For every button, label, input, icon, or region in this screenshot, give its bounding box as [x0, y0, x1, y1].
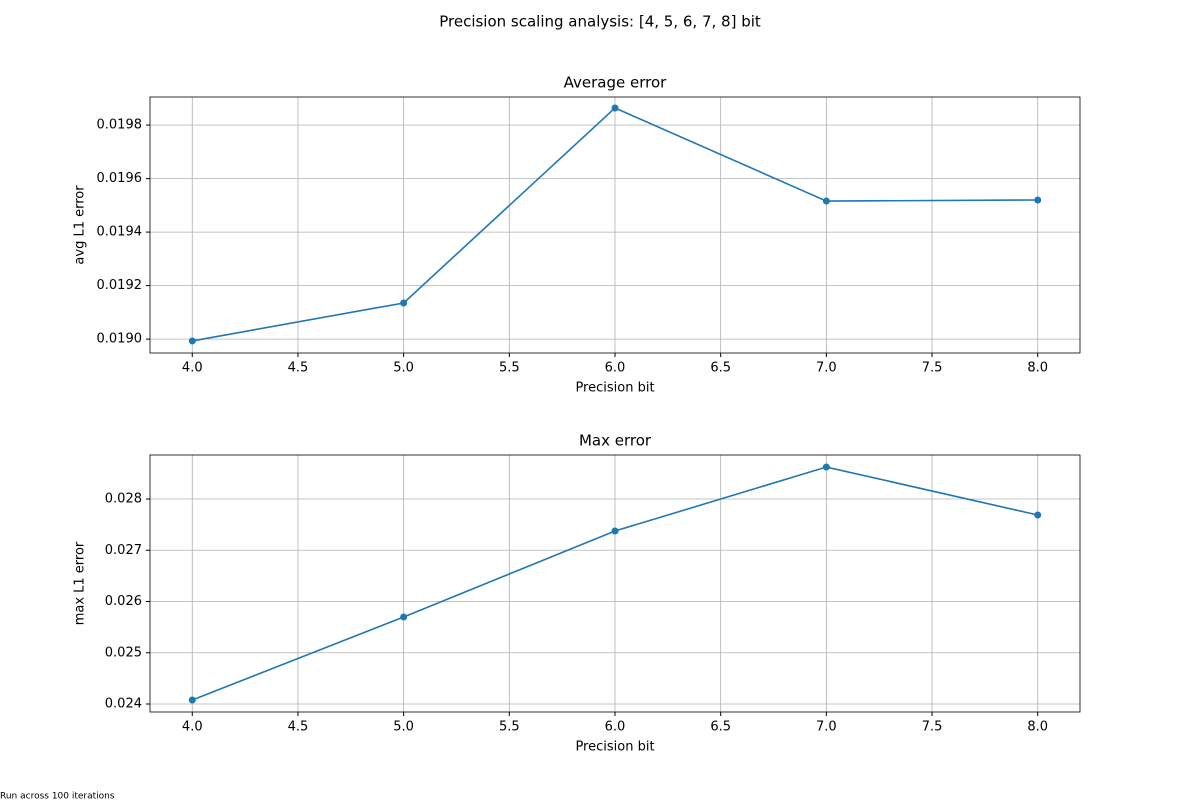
footnote: Run across 100 iterations [0, 792, 115, 800]
data-point [611, 104, 619, 112]
y-tick-label: 0.0198 [97, 118, 143, 133]
data-point [822, 197, 830, 205]
x-tick-label: 5.5 [499, 720, 520, 735]
plot-frame [149, 96, 1081, 354]
x-tick-label: 8.0 [1027, 361, 1048, 376]
x-tick-label: 6.0 [605, 361, 626, 376]
x-axis-label: Precision bit [575, 381, 654, 396]
x-tick-label: 4.5 [288, 361, 309, 376]
x-tick-label: 5.0 [393, 720, 414, 735]
chart-title: Average error [564, 74, 668, 92]
y-tick-label: 0.027 [105, 543, 142, 558]
x-tick-label: 6.0 [605, 720, 626, 735]
figure-title: Precision scaling analysis: [4, 5, 6, 7,… [439, 13, 761, 31]
x-tick-label: 5.0 [393, 361, 414, 376]
x-axis-label: Precision bit [575, 740, 654, 755]
x-tick-label: 7.0 [816, 361, 837, 376]
x-tick-label: 8.0 [1027, 720, 1048, 735]
data-point [400, 613, 408, 621]
x-tick-label: 7.5 [922, 361, 943, 376]
data-point [1034, 511, 1042, 519]
data-point [188, 696, 196, 704]
data-point [822, 463, 830, 471]
y-tick-label: 0.0196 [97, 171, 143, 186]
data-point [400, 299, 408, 307]
x-tick-label: 7.0 [816, 720, 837, 735]
y-tick-label: 0.0192 [97, 278, 143, 293]
y-axis-label: avg L1 error [73, 185, 88, 265]
y-tick-label: 0.0190 [97, 332, 143, 347]
y-tick-label: 0.0194 [97, 225, 143, 240]
y-tick-label: 0.025 [105, 645, 142, 660]
plot-frame [149, 454, 1081, 713]
x-tick-label: 7.5 [922, 720, 943, 735]
data-point [611, 527, 619, 535]
x-tick-label: 6.5 [710, 361, 731, 376]
x-tick-label: 4.5 [288, 720, 309, 735]
data-point [188, 337, 196, 345]
x-tick-label: 4.0 [182, 720, 203, 735]
x-tick-label: 6.5 [710, 720, 731, 735]
x-tick-label: 5.5 [499, 361, 520, 376]
y-tick-label: 0.026 [105, 594, 142, 609]
data-point [1034, 196, 1042, 204]
y-tick-label: 0.028 [105, 492, 142, 507]
chart-title: Max error [579, 432, 652, 450]
y-axis-label: max L1 error [73, 541, 88, 625]
y-tick-label: 0.024 [105, 697, 142, 712]
x-tick-label: 4.0 [182, 361, 203, 376]
